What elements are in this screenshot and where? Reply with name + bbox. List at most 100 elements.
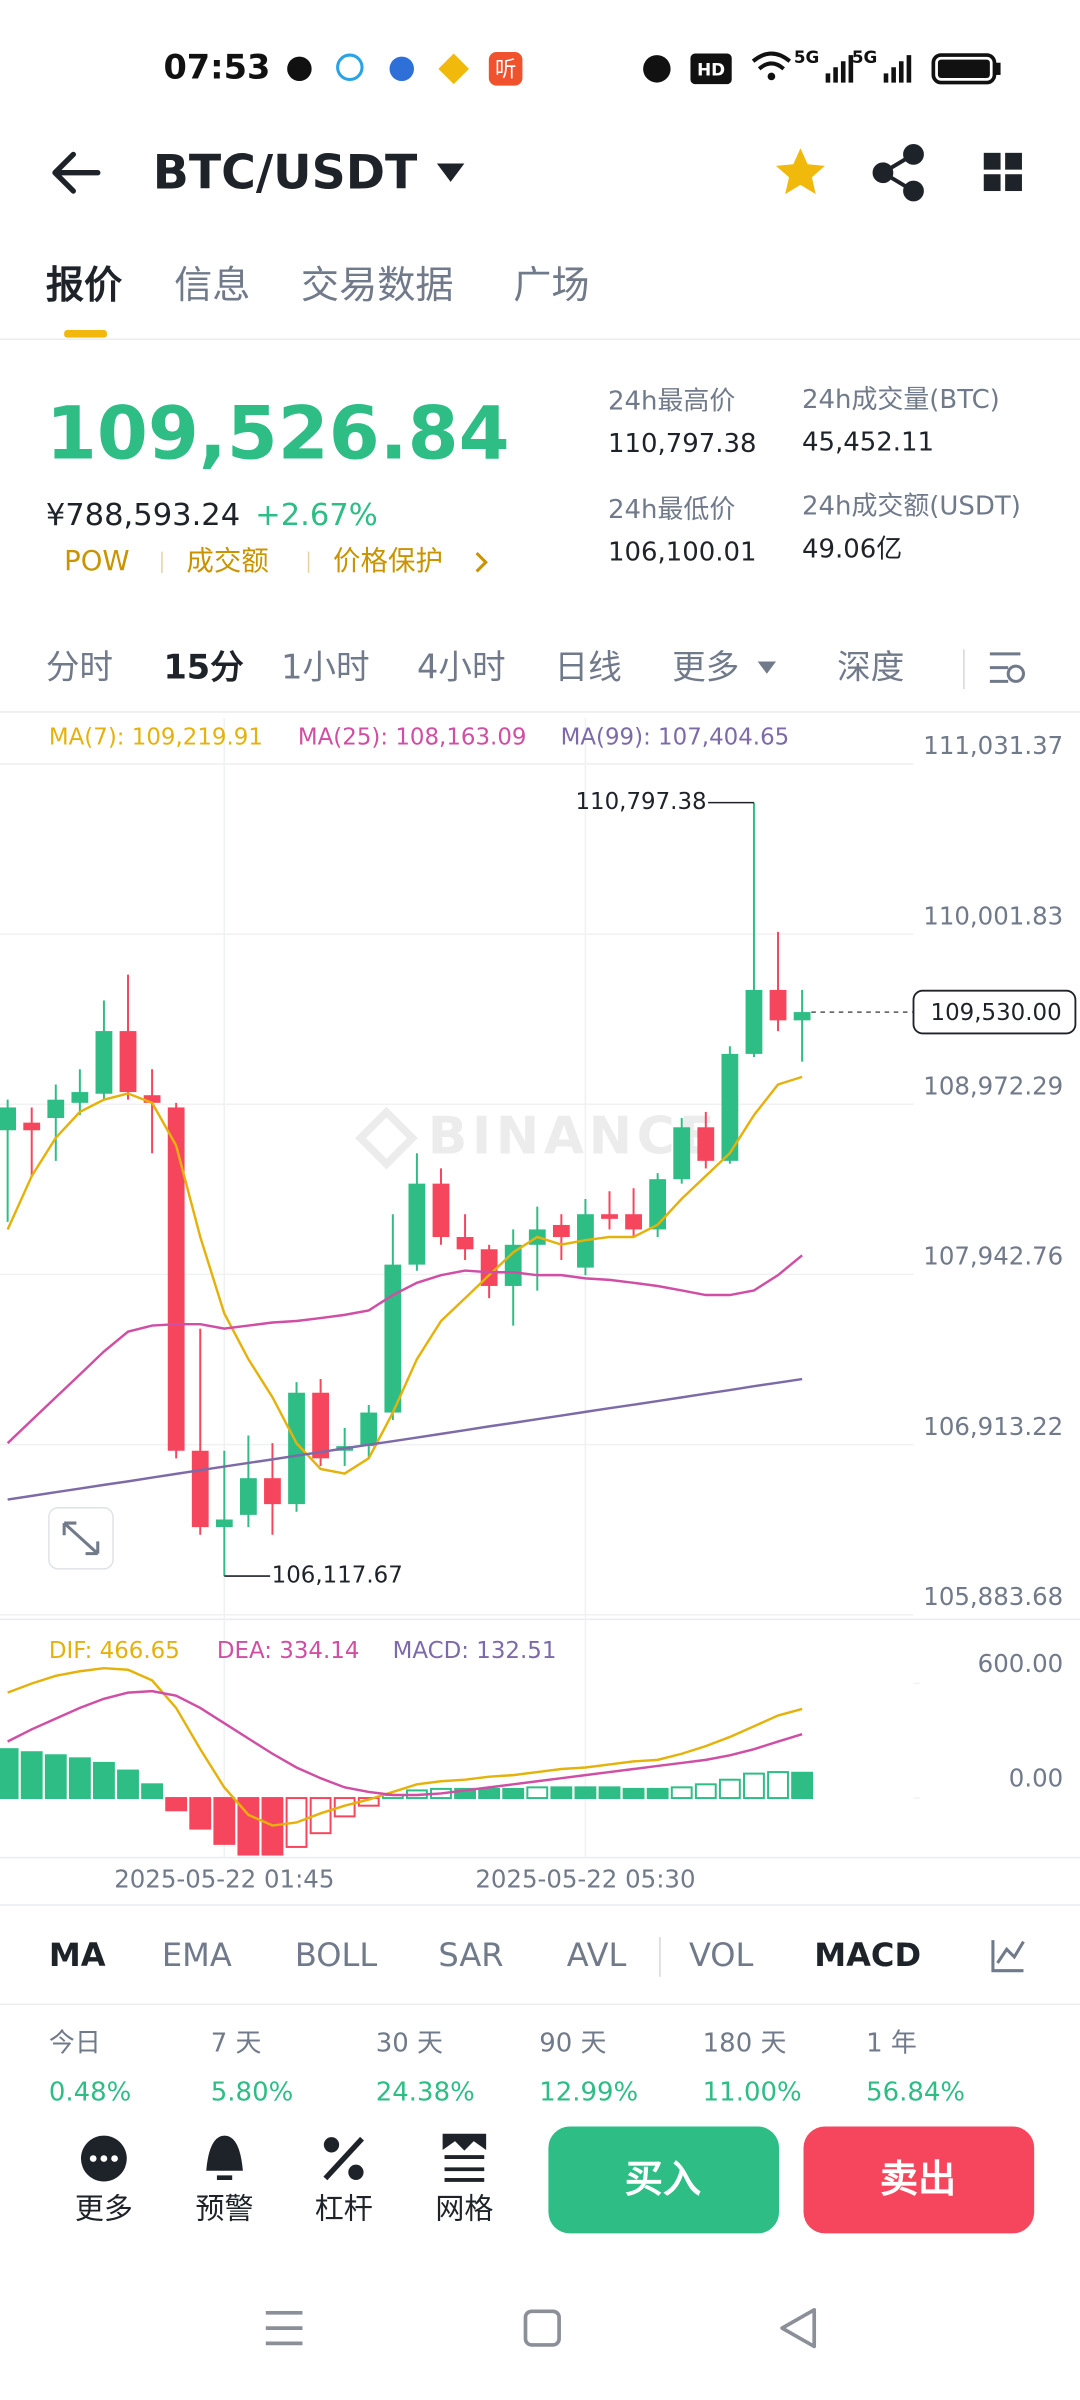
macd-bar: [0, 1748, 19, 1800]
performance-label: 90 天: [539, 2028, 606, 2058]
y-tick-label: 111,031.37: [923, 731, 1063, 760]
macd-bar: [189, 1797, 212, 1830]
macd-bar: [454, 1787, 476, 1800]
macd-bar: [526, 1786, 549, 1800]
indicator-tab[interactable]: SAR: [438, 1936, 503, 1974]
candle-body: [721, 1053, 739, 1161]
grid-cell: [983, 174, 1001, 192]
nav-home[interactable]: [523, 2309, 561, 2347]
indicator-tab[interactable]: MA: [49, 1936, 106, 1974]
price-tag[interactable]: 价格保护: [333, 545, 443, 577]
stat-label: 24h成交量(BTC): [802, 385, 1000, 415]
favorite-star[interactable]: [776, 148, 825, 195]
alert-icon[interactable]: [206, 2135, 243, 2180]
candle-body: [215, 1519, 233, 1528]
candle-body: [480, 1249, 498, 1286]
pair-dropdown[interactable]: [436, 163, 465, 182]
binance-icon: [438, 53, 469, 85]
sell-button[interactable]: [803, 2126, 1035, 2234]
macd-line: [7, 1689, 803, 1797]
action-label[interactable]: 预警: [196, 2191, 254, 2225]
nav-back[interactable]: [780, 2307, 817, 2349]
network-label: 5G: [794, 47, 819, 67]
expand-button[interactable]: [48, 1507, 114, 1570]
sell-label[interactable]: 卖出: [880, 2158, 956, 2202]
menu-grid[interactable]: [983, 152, 1022, 192]
interval-tab[interactable]: 4小时: [417, 648, 506, 687]
y2-tick-label: 600.00: [978, 1649, 1064, 1678]
macd-bar: [791, 1771, 814, 1800]
ma-legend: MA(7): 109,219.91: [49, 724, 263, 750]
share-node: [903, 143, 924, 165]
performance-label: 30 天: [376, 2028, 443, 2058]
price-tag[interactable]: 成交额: [186, 545, 268, 577]
macd-bar: [20, 1751, 43, 1800]
leverage-dot: [323, 2137, 340, 2153]
grid-trade-icon[interactable]: [442, 2133, 487, 2182]
stat-value: 106,100.01: [608, 538, 757, 568]
candle-body: [95, 1031, 113, 1094]
candle-body: [504, 1244, 522, 1286]
share-node: [903, 180, 924, 202]
price-tag[interactable]: POW: [64, 545, 129, 577]
tab[interactable]: 交易数据: [301, 264, 454, 308]
interval-tab[interactable]: 更多: [672, 648, 739, 687]
macd-bar: [309, 1797, 332, 1835]
interval-tab[interactable]: 分时: [46, 648, 113, 687]
indicator-tab[interactable]: EMA: [162, 1936, 232, 1974]
battery-level: [937, 59, 990, 78]
nav-bar: [265, 2307, 817, 2349]
y2-tick-label: 0.00: [1009, 1764, 1063, 1793]
wifi-icon: [751, 51, 792, 71]
chart-settings[interactable]: [989, 652, 1026, 683]
indicator-tab[interactable]: MACD: [814, 1936, 921, 1974]
pair-title[interactable]: BTC/USDT: [153, 146, 418, 201]
indicator-tab[interactable]: AVL: [567, 1936, 627, 1974]
leverage-icon[interactable]: [323, 2136, 365, 2181]
macd-bar: [670, 1786, 693, 1800]
buy-label[interactable]: 买入: [625, 2158, 701, 2202]
buy-button[interactable]: [548, 2126, 780, 2234]
max-label: 110,797.38: [575, 789, 706, 815]
macd-bar: [117, 1769, 139, 1800]
macd-bar: [478, 1787, 501, 1800]
macd-bar: [694, 1783, 717, 1800]
macd-bar: [44, 1754, 67, 1800]
share-button[interactable]: [872, 143, 924, 202]
performance-label: 1 年: [866, 2028, 917, 2058]
macd-bar: [141, 1783, 164, 1800]
tag-arrow: [475, 551, 488, 573]
interval-tab[interactable]: 日线: [555, 648, 622, 687]
performance-value: 12.99%: [539, 2077, 638, 2107]
settings-lines: [989, 652, 1021, 683]
interval-tab[interactable]: 15分: [163, 648, 244, 687]
more-dot: [111, 2155, 118, 2162]
tab[interactable]: 报价: [46, 264, 123, 308]
candle-body: [408, 1183, 426, 1265]
action-label[interactable]: 网格: [435, 2191, 493, 2225]
candle-body: [745, 989, 763, 1054]
performance-value: 5.80%: [211, 2077, 293, 2107]
tab[interactable]: 广场: [513, 264, 589, 308]
candle-body: [625, 1214, 642, 1230]
indicator-tab[interactable]: BOLL: [295, 1936, 378, 1974]
back-button[interactable]: [52, 151, 101, 194]
interval-tab[interactable]: 深度: [837, 648, 904, 687]
macd-bar: [213, 1797, 236, 1845]
interval-tab[interactable]: 1小时: [281, 648, 370, 687]
indicator-tab[interactable]: VOL: [689, 1936, 754, 1974]
indicator-settings[interactable]: [991, 1940, 1025, 1973]
status-time: 07:53: [163, 47, 270, 86]
performance-value: 11.00%: [703, 2077, 802, 2107]
tab[interactable]: 信息: [174, 264, 250, 308]
y-tick-label: 107,942.76: [923, 1242, 1063, 1271]
candle-body: [143, 1095, 161, 1103]
action-label[interactable]: 杠杆: [315, 2191, 373, 2225]
action-label[interactable]: 更多: [75, 2191, 133, 2225]
x-tick-label: 2025-05-22 01:45: [114, 1865, 334, 1894]
expand-arrows: [62, 1521, 100, 1556]
bottom-icons: [80, 2133, 487, 2182]
stat-value: 49.06亿: [802, 535, 902, 565]
nav-menu[interactable]: [265, 2311, 303, 2346]
candle-body: [432, 1183, 450, 1238]
